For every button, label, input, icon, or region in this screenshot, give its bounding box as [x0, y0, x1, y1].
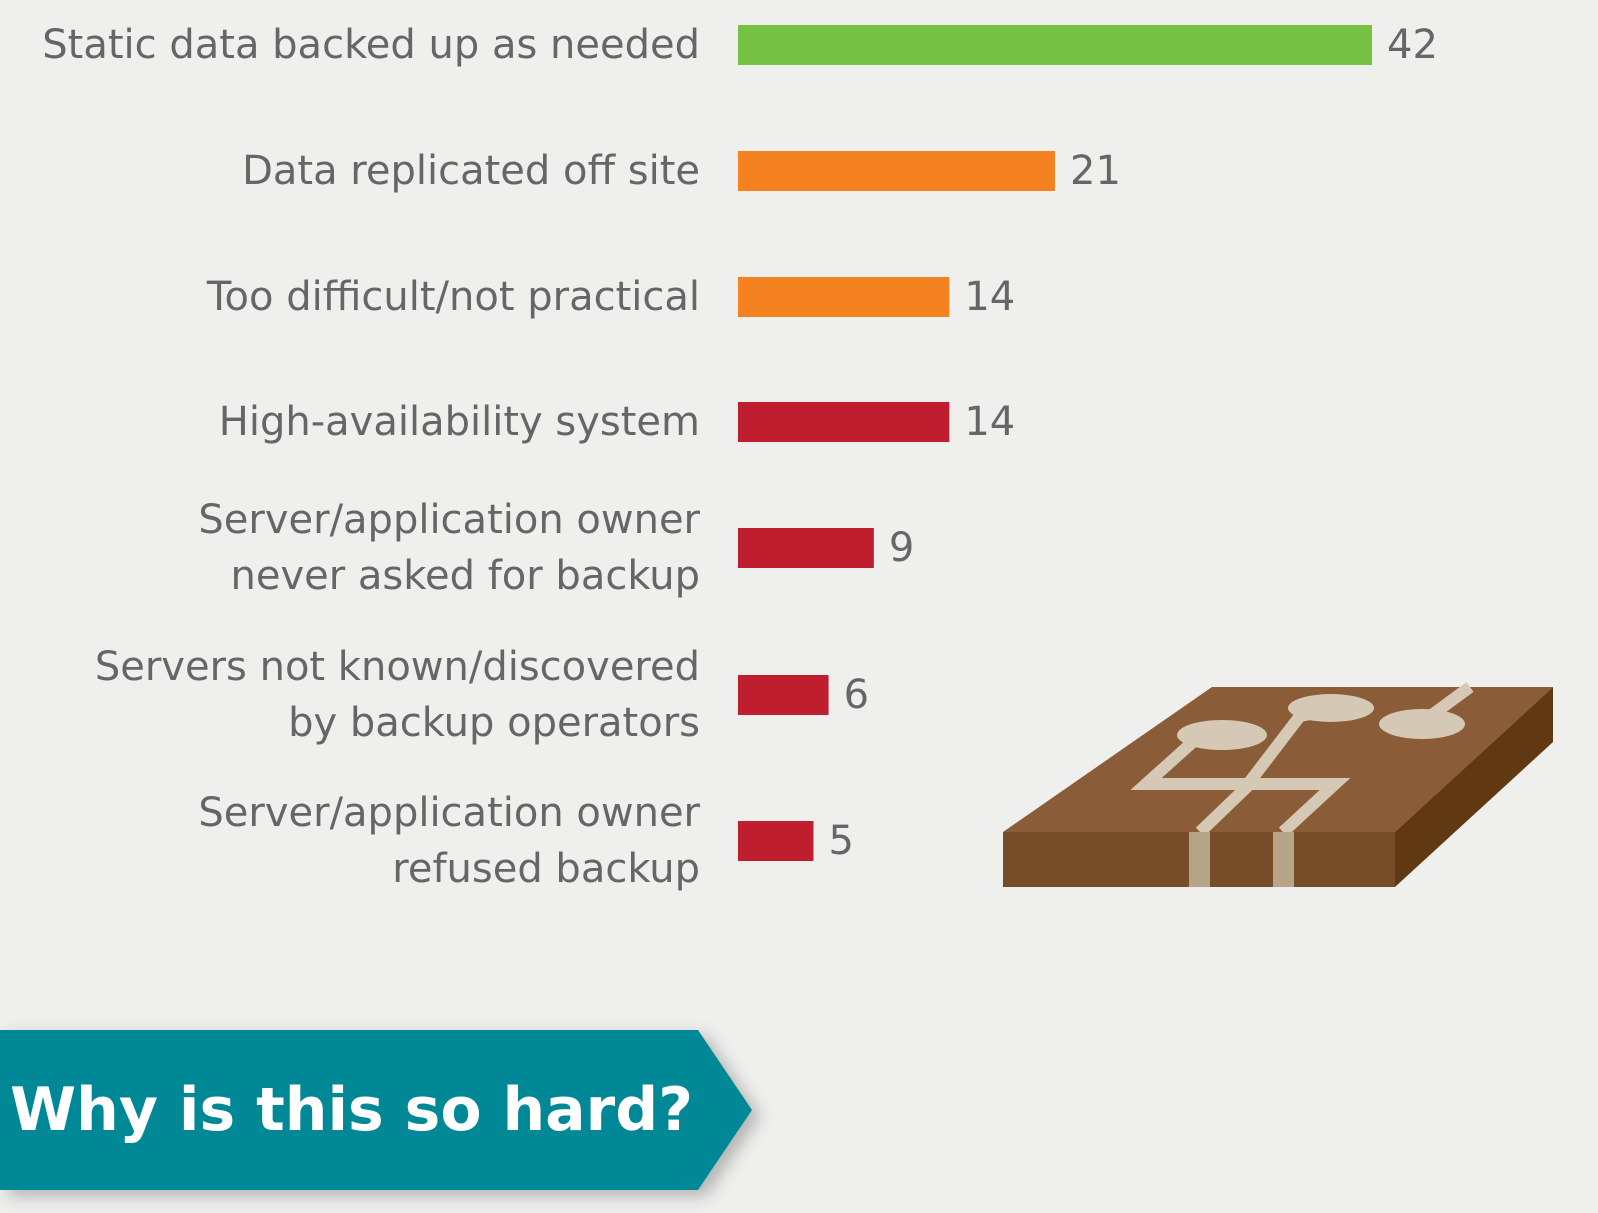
bar: [738, 528, 874, 568]
bar: [738, 151, 1055, 191]
category-label: Server/application owner never asked for…: [0, 492, 700, 604]
category-label: Data replicated off site: [0, 143, 700, 199]
value-label: 6: [844, 675, 869, 715]
value-label: 14: [964, 402, 1015, 442]
category-label: Static data backed up as needed: [0, 17, 700, 73]
bar: [738, 25, 1372, 65]
category-label: Server/application owner refused backup: [0, 785, 700, 897]
value-label: 5: [828, 821, 853, 861]
bar: [738, 675, 829, 715]
bar: [738, 821, 813, 861]
page: {"chart_data": {"type": "bar", "orientat…: [0, 0, 1598, 1213]
bar: [738, 277, 949, 317]
category-label: High-availability system: [0, 394, 700, 450]
value-label: 14: [964, 277, 1015, 317]
category-label: Servers not known/discovered by backup o…: [0, 639, 700, 751]
bar: [738, 402, 949, 442]
category-label: Too difficult/not practical: [0, 269, 700, 325]
value-label: 42: [1387, 25, 1438, 65]
value-label: 9: [889, 528, 914, 568]
banner-title: Why is this so hard?: [10, 1070, 693, 1150]
chip-illustration: [1003, 687, 1553, 887]
value-label: 21: [1070, 151, 1121, 191]
